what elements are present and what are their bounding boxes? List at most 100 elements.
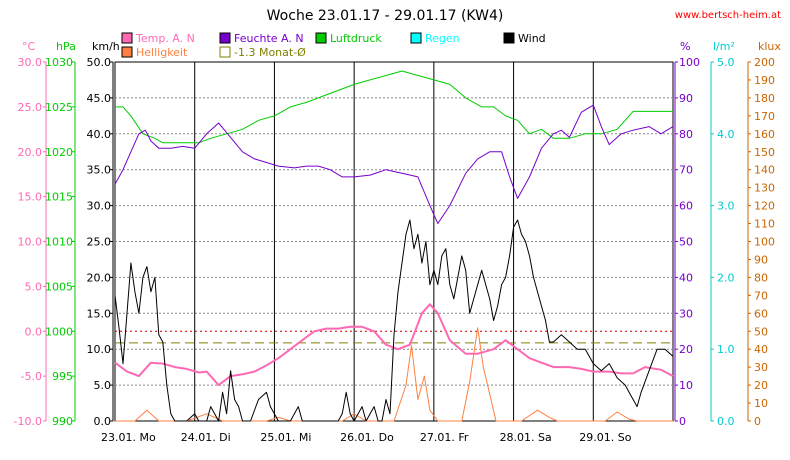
axis-tick-label-light: 120 [754, 200, 775, 213]
legend-swatch-1-3-monat [219, 46, 231, 58]
axis-tick-label-temp: 15.0 [18, 191, 43, 204]
axis-tick-label-temp: 5.0 [25, 280, 43, 293]
axis-tick-label-wind: 5.0 [94, 379, 112, 392]
axis-tick-label-light: 90 [754, 253, 768, 266]
x-tick-label: 25.01. Mi [260, 431, 311, 444]
axis-tick-label-wind: 20.0 [87, 271, 112, 284]
axis-unit-pressure: hPa [56, 40, 76, 53]
axis-tick-label-wind: 35.0 [87, 164, 112, 177]
axis-tick-label-wind: 25.0 [87, 236, 112, 249]
axis-unit-rain: l/m² [713, 40, 735, 53]
axis-tick-label-temp: 20.0 [18, 146, 43, 159]
series-line-feuchte-a-n [114, 104, 674, 224]
axis-tick-label-humidity: 20 [679, 343, 693, 356]
axis-tick-label-wind: 15.0 [87, 307, 112, 320]
axis-tick-label-humidity: 80 [679, 128, 693, 141]
series-line-wind [114, 219, 674, 422]
axis-tick-label-wind: 30.0 [87, 200, 112, 213]
axis-tick-label-rain: 0.0 [717, 415, 735, 428]
axes: 23.01. Mo 24.01. Di 25.01. Mi 26.01. Do 27.0… [14, 40, 782, 444]
axis-tick-label-pressure: 1030 [45, 56, 73, 69]
plot-frame [114, 61, 674, 422]
legend-swatch-regen [410, 32, 422, 44]
axis-tick-label-humidity: 10 [679, 379, 693, 392]
axis-tick-label-wind: 0.0 [94, 415, 112, 428]
axis-tick-label-pressure: 990 [52, 415, 73, 428]
axis-tick-label-pressure: 1020 [45, 146, 73, 159]
axis-tick-label-light: 50 [754, 325, 768, 338]
axis-tick-label-light: 20 [754, 379, 768, 392]
series-line-temp-a-n [114, 303, 674, 387]
x-tick-label: 28.01. Sa [500, 431, 552, 444]
axis-unit-wind: km/h [92, 40, 120, 53]
axis-tick-label-wind: 10.0 [87, 343, 112, 356]
axis-tick-label-light: 70 [754, 289, 768, 302]
legend-label-wind: Wind [518, 32, 546, 45]
legend-label-1-3-monat: -1.3 Monat-Ø [234, 46, 306, 59]
legend-label-temp-a-n: Temp. A. N [135, 32, 195, 45]
axis-tick-label-wind: 40.0 [87, 128, 112, 141]
legend-label-luftdruck: Luftdruck [330, 32, 382, 45]
axis-tick-label-light: 60 [754, 307, 768, 320]
axis-tick-label-light: 150 [754, 146, 775, 159]
x-tick-label: 29.01. So [579, 431, 631, 444]
axis-tick-label-humidity: 90 [679, 92, 693, 105]
axis-tick-label-light: 80 [754, 271, 768, 284]
legend-swatch-wind [503, 32, 515, 44]
source-link[interactable]: www.bertsch-heim.at [675, 10, 781, 21]
axis-tick-label-light: 10 [754, 397, 768, 410]
x-tick-label: 27.01. Fr [420, 431, 469, 444]
axis-tick-label-humidity: 40 [679, 271, 693, 284]
axis-tick-label-rain: 4.0 [717, 128, 735, 141]
chart-title: Woche 23.01.17 - 29.01.17 (KW4) [267, 8, 504, 24]
axis-tick-label-light: 190 [754, 74, 775, 87]
axis-tick-label-temp: 25.0 [18, 101, 43, 114]
axis-tick-label-humidity: 70 [679, 164, 693, 177]
axis-tick-label-light: 100 [754, 236, 775, 249]
axis-tick-label-light: 170 [754, 110, 775, 123]
axis-tick-label-humidity: 60 [679, 200, 693, 213]
legend-swatch-luftdruck [315, 32, 327, 44]
plot-area [114, 61, 674, 422]
legend-swatch-helligkeit [121, 46, 133, 58]
axis-tick-label-light: 0 [754, 415, 761, 428]
axis-tick-label-temp: 30.0 [18, 56, 43, 69]
axis-tick-label-humidity: 100 [679, 56, 700, 69]
axis-tick-label-pressure: 1015 [45, 191, 73, 204]
axis-tick-label-light: 40 [754, 343, 768, 356]
axis-tick-label-temp: -5.0 [21, 370, 42, 383]
axis-unit-temp: °C [22, 40, 36, 53]
x-tick-label: 26.01. Do [340, 431, 394, 444]
axis-tick-label-temp: 0.0 [25, 325, 43, 338]
axis-tick-label-humidity: 0 [679, 415, 686, 428]
axis-tick-label-wind: 50.0 [87, 56, 112, 69]
axis-tick-label-light: 180 [754, 92, 775, 105]
axis-tick-label-light: 110 [754, 218, 775, 231]
legend-label-regen: Regen [425, 32, 460, 45]
axis-tick-label-pressure: 1025 [45, 101, 73, 114]
axis-tick-label-humidity: 30 [679, 307, 693, 320]
axis-tick-label-humidity: 50 [679, 236, 693, 249]
axis-tick-label-rain: 2.0 [717, 271, 735, 284]
x-tick-label: 23.01. Mo [101, 431, 156, 444]
axis-tick-label-pressure: 995 [52, 370, 73, 383]
legend-label-helligkeit: Helligkeit [136, 46, 188, 59]
axis-tick-label-temp: -10.0 [14, 415, 42, 428]
x-tick-label: 24.01. Di [181, 431, 231, 444]
axis-tick-label-pressure: 1005 [45, 280, 73, 293]
legend-swatch-temp-a-n [121, 32, 133, 44]
axis-tick-label-light: 200 [754, 56, 775, 69]
axis-tick-label-rain: 1.0 [717, 343, 735, 356]
axis-tick-label-rain: 5.0 [717, 56, 735, 69]
legend-label-feuchte-a-n: Feuchte A. N [234, 32, 304, 45]
axis-tick-label-light: 30 [754, 361, 768, 374]
axis-tick-label-wind: 45.0 [87, 92, 112, 105]
axis-tick-label-pressure: 1010 [45, 236, 73, 249]
legend-swatch-feuchte-a-n [219, 32, 231, 44]
axis-tick-label-light: 130 [754, 182, 775, 195]
axis-tick-label-temp: 10.0 [18, 236, 43, 249]
axis-tick-label-light: 140 [754, 164, 775, 177]
axis-tick-label-rain: 3.0 [717, 200, 735, 213]
